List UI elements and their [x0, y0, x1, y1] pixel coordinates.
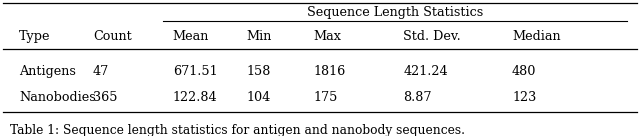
- Text: 104: 104: [246, 91, 271, 104]
- Text: Median: Median: [512, 30, 561, 43]
- Text: Count: Count: [93, 30, 132, 43]
- Text: 421.24: 421.24: [403, 65, 448, 78]
- Text: Mean: Mean: [173, 30, 209, 43]
- Text: Min: Min: [246, 30, 272, 43]
- Text: 8.87: 8.87: [403, 91, 432, 104]
- Text: 123: 123: [512, 91, 536, 104]
- Text: Table 1: Sequence length statistics for antigen and nanobody sequences.: Table 1: Sequence length statistics for …: [10, 124, 465, 136]
- Text: Std. Dev.: Std. Dev.: [403, 30, 461, 43]
- Text: 671.51: 671.51: [173, 65, 218, 78]
- Text: Max: Max: [314, 30, 342, 43]
- Text: 47: 47: [93, 65, 109, 78]
- Text: 1816: 1816: [314, 65, 346, 78]
- Text: Type: Type: [19, 30, 51, 43]
- Text: 365: 365: [93, 91, 117, 104]
- Text: 175: 175: [314, 91, 338, 104]
- Text: 122.84: 122.84: [173, 91, 218, 104]
- Text: Antigens: Antigens: [19, 65, 76, 78]
- Text: Sequence Length Statistics: Sequence Length Statistics: [307, 6, 483, 19]
- Text: 158: 158: [246, 65, 271, 78]
- Text: 480: 480: [512, 65, 536, 78]
- Text: Nanobodies: Nanobodies: [19, 91, 96, 104]
